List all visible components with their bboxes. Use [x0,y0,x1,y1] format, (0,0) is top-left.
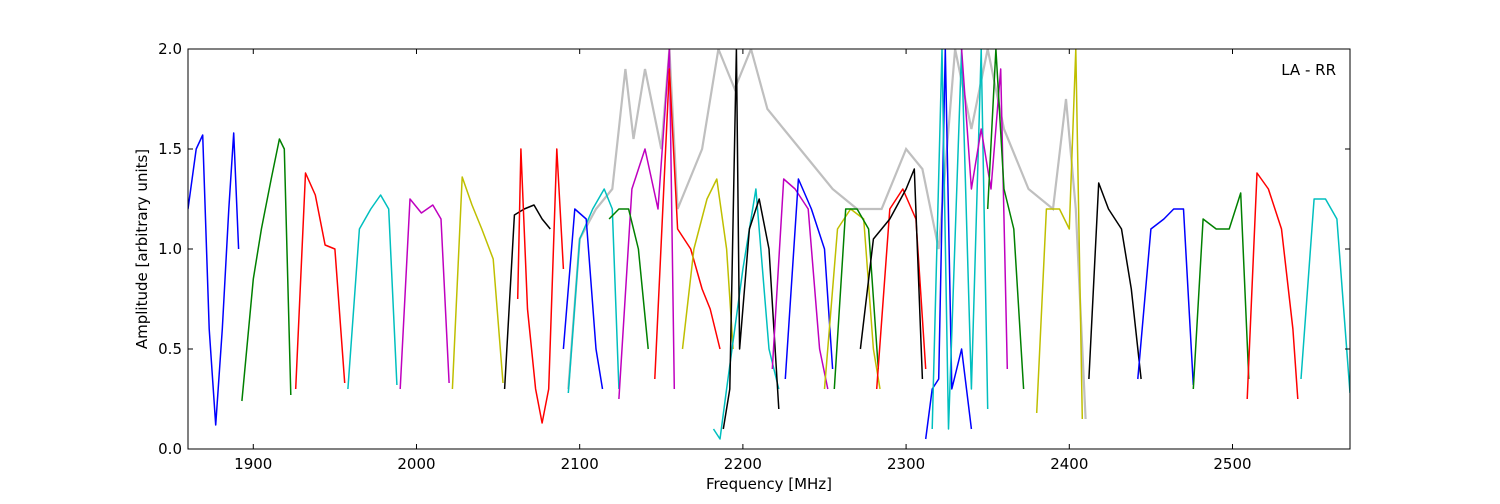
spectrum-segment-25 [986,49,1025,390]
spectrum-segment-13 [681,178,734,350]
spectrum-segment-11 [608,208,649,350]
spectrum-segment-17 [784,178,834,380]
y-axis-label: Amplitude [arbitrary units] [133,149,151,349]
spectrum-segment-28 [1137,208,1195,386]
spectrum-segment-16 [771,178,829,390]
y-tick-label-2.0: 2.0 [158,40,182,58]
annotation-label: LA - RR [1281,61,1336,79]
spectrum-segment-26 [1035,49,1084,420]
series-layer [188,49,1350,440]
y-tick-label-0.0: 0.0 [158,440,182,458]
x-axis-label: Frequency [MHz] [706,475,832,493]
x-tick-label-2300: 2300 [887,455,925,473]
spectrum-segment-10 [618,49,676,400]
spectrum-segment-3 [347,194,398,390]
x-tick-label-2400: 2400 [1050,455,1088,473]
x-tick-label-1900: 1900 [234,455,272,473]
spectrum-segment-2 [294,172,346,390]
x-tick-label-2100: 2100 [561,455,599,473]
spectrum-segment-12 [654,68,721,380]
spectrum-segment-18 [823,208,881,390]
spectrum-segment-9 [562,208,604,390]
spectrum-segment-19 [833,208,880,390]
spectrum-segment-6 [503,204,551,390]
spectrum-segment-22 [924,49,973,440]
spectrum-segment-4 [399,198,450,390]
spectrum-segment-20 [875,188,927,390]
spectrum-segment-1 [241,138,292,402]
spectrum-segment-31 [1300,198,1350,394]
spectrum-segment-15 [722,49,780,430]
spectrum-segment-14 [712,188,780,440]
spectrum-segment-5 [451,176,504,390]
y-tick-label-1.5: 1.5 [158,140,182,158]
x-tick-label-2000: 2000 [397,455,435,473]
x-tick-label-2500: 2500 [1213,455,1251,473]
spectrum-segment-29 [1192,192,1250,390]
spectrum-segment-8 [567,188,620,394]
y-tick-label-1.0: 1.0 [158,240,182,258]
spectrum-segment-21 [859,168,924,380]
spectrum-segment-30 [1246,172,1299,400]
y-tick-label-0.5: 0.5 [158,340,182,358]
spectrum-segment-7 [516,148,565,424]
y-axis: 0.0 0.5 1.0 1.5 2.0 [158,40,1350,458]
spectrum-segment-24 [960,49,1009,370]
x-axis: 1900 2000 2100 2200 2300 2400 2500 [234,49,1252,473]
x-tick-label-2200: 2200 [724,455,762,473]
spectrum-segment-0 [188,132,240,426]
spectrum-segment-27 [1088,182,1142,380]
